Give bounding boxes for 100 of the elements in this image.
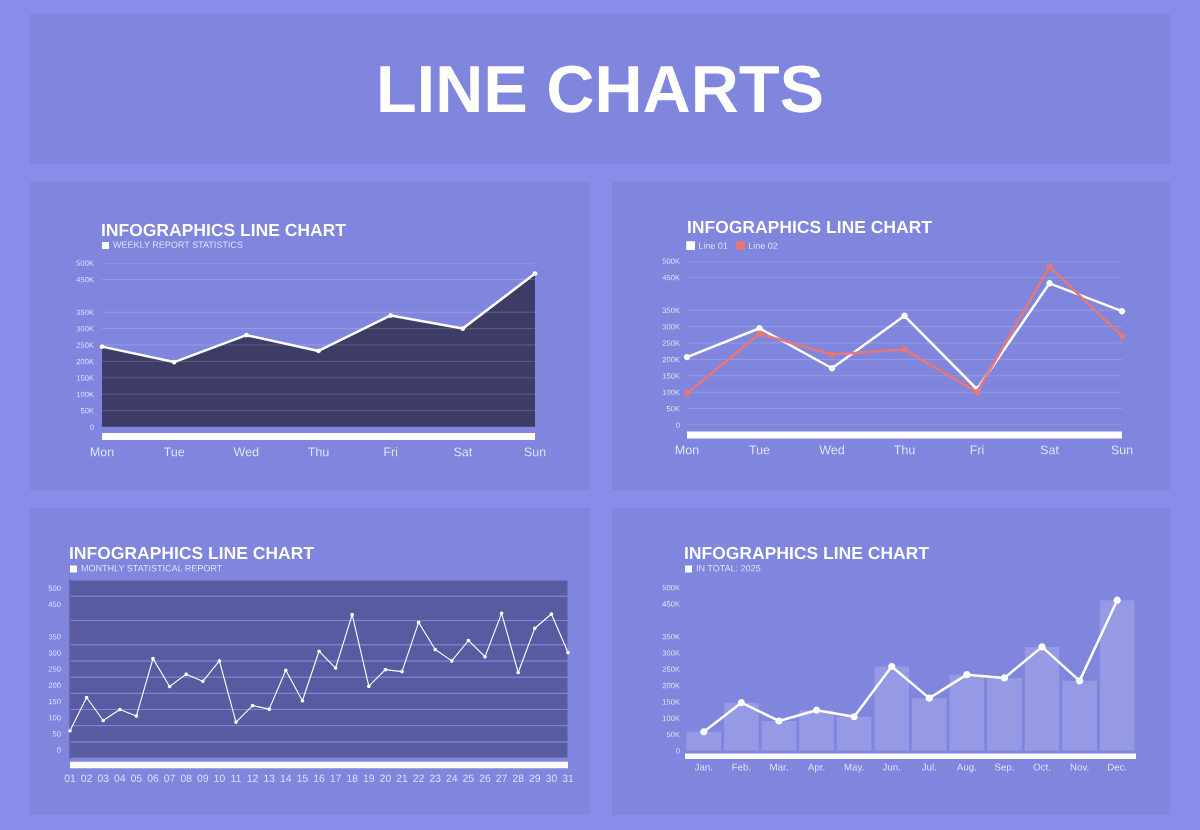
chart-subtitle: WEEKLY REPORT STATISTICS bbox=[113, 241, 243, 248]
point bbox=[283, 668, 288, 673]
x-tick-label: 18 bbox=[347, 774, 358, 782]
x-tick-label: Mar. bbox=[770, 763, 788, 771]
bar bbox=[1099, 600, 1135, 751]
point bbox=[366, 684, 371, 688]
x-tick-label: 23 bbox=[429, 774, 441, 782]
point bbox=[200, 679, 205, 684]
x-tick-label: Wed bbox=[819, 445, 844, 455]
point bbox=[499, 611, 504, 616]
point bbox=[925, 694, 933, 702]
x-tick-label: 28 bbox=[512, 774, 524, 782]
x-tick-label: Wed bbox=[233, 447, 259, 457]
x-tick-label: 19 bbox=[363, 774, 375, 782]
x-tick-label: Sat bbox=[1040, 445, 1059, 455]
point bbox=[683, 389, 691, 397]
point bbox=[828, 365, 836, 372]
point bbox=[756, 330, 763, 338]
x-tick-label: 03 bbox=[97, 774, 109, 782]
point bbox=[1118, 307, 1126, 315]
x-tick-label: 07 bbox=[164, 774, 175, 782]
x-tick-label: Feb. bbox=[732, 763, 751, 771]
point bbox=[516, 670, 521, 675]
x-tick-label: 20 bbox=[380, 774, 391, 782]
point bbox=[167, 684, 172, 689]
x-tick-label: Dec. bbox=[1108, 763, 1127, 771]
bar bbox=[1062, 680, 1097, 751]
point bbox=[483, 654, 487, 659]
x-tick-label: 22 bbox=[413, 774, 424, 782]
point bbox=[532, 626, 537, 631]
point bbox=[756, 325, 763, 332]
x-tick-label: Sep. bbox=[994, 763, 1014, 773]
point bbox=[850, 713, 858, 721]
x-tick-label: 24 bbox=[446, 774, 458, 782]
point bbox=[350, 612, 355, 617]
point bbox=[1076, 677, 1084, 685]
point bbox=[383, 667, 388, 672]
x-tick-label: Fri bbox=[970, 445, 984, 455]
point bbox=[68, 729, 72, 733]
point bbox=[1046, 263, 1053, 270]
x-tick-label: 15 bbox=[297, 774, 308, 782]
point bbox=[400, 669, 404, 674]
bar bbox=[799, 710, 834, 751]
x-tick-label: Jan. bbox=[694, 763, 713, 771]
point bbox=[466, 638, 471, 643]
point bbox=[134, 714, 139, 718]
point bbox=[812, 706, 821, 714]
bar bbox=[761, 721, 797, 751]
x-tick-label: 27 bbox=[496, 774, 507, 782]
bar bbox=[836, 716, 872, 751]
point bbox=[549, 612, 554, 616]
x-tick-label: 13 bbox=[264, 774, 275, 782]
legend-label: Line 01 bbox=[699, 242, 728, 249]
chart-title: INFOGRAPHICS LINE CHART bbox=[688, 220, 932, 234]
x-tick-label: 10 bbox=[214, 774, 225, 782]
x-tick-label: Nov. bbox=[1070, 763, 1089, 771]
x-tick-label: Jul. bbox=[921, 763, 936, 771]
point bbox=[449, 659, 454, 663]
x-tick-label: Tue bbox=[163, 447, 185, 457]
point bbox=[234, 720, 238, 724]
point bbox=[217, 659, 222, 663]
legend-label: Line 02 bbox=[748, 242, 778, 249]
x-tick-label: 26 bbox=[479, 774, 491, 782]
point bbox=[433, 647, 438, 652]
x-tick-label: Thu bbox=[894, 445, 915, 455]
x-tick-label: 14 bbox=[280, 774, 292, 782]
point bbox=[151, 656, 155, 661]
point bbox=[963, 671, 971, 679]
point bbox=[700, 728, 708, 736]
bar bbox=[874, 666, 909, 751]
point bbox=[184, 672, 189, 676]
x-tick-label: Apr. bbox=[807, 763, 825, 773]
x-tick-label: 11 bbox=[231, 774, 241, 782]
x-tick-label: Sun bbox=[1111, 445, 1133, 455]
x-tick-label: 21 bbox=[396, 774, 408, 782]
point bbox=[901, 312, 908, 319]
x-tick-label: 29 bbox=[529, 774, 541, 782]
x-tick-label: 01 bbox=[64, 774, 76, 782]
point bbox=[1000, 674, 1009, 682]
bar bbox=[686, 731, 722, 751]
point bbox=[737, 699, 745, 707]
x-tick-label: Thu bbox=[308, 447, 329, 457]
x-tick-label: 12 bbox=[247, 774, 258, 782]
x-tick-label: 08 bbox=[180, 774, 192, 782]
bar bbox=[724, 702, 759, 751]
x-tick-label: 25 bbox=[463, 774, 474, 782]
text: LINE CHARTS bbox=[380, 65, 822, 113]
x-tick-label: Fri bbox=[384, 447, 398, 457]
x-tick-label: Sun bbox=[524, 447, 546, 457]
point bbox=[317, 649, 321, 654]
x-tick-label: Aug. bbox=[956, 763, 976, 773]
point bbox=[1046, 280, 1053, 287]
x-tick-label: Jun. bbox=[882, 763, 901, 771]
chart-title: INFOGRAPHICS LINE CHART bbox=[685, 546, 929, 560]
point bbox=[828, 351, 836, 358]
point bbox=[267, 707, 272, 711]
x-tick-label: May. bbox=[844, 763, 864, 773]
point bbox=[416, 620, 421, 625]
point bbox=[333, 666, 338, 670]
point bbox=[300, 698, 305, 703]
